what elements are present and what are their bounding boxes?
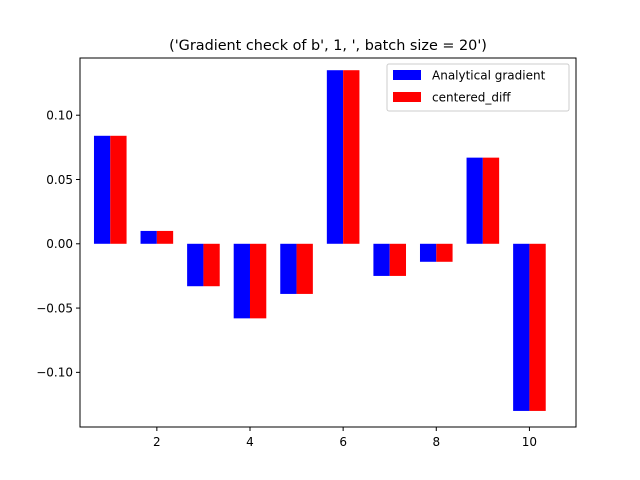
bar-centered-diff-4 xyxy=(249,243,267,319)
legend-swatch-centered-diff xyxy=(393,92,421,102)
y-tick-label: 0.05 xyxy=(46,173,73,187)
y-tick-label: 0.10 xyxy=(46,109,73,123)
y-tick-label: −0.10 xyxy=(36,366,73,380)
legend-box xyxy=(386,63,570,112)
bar-analytical-gradient-3 xyxy=(187,243,204,287)
bar-centered-diff-9 xyxy=(482,157,500,244)
bar-centered-diff-2 xyxy=(156,230,174,244)
legend: Analytical gradient centered_diff xyxy=(386,63,570,112)
bar-analytical-gradient-9 xyxy=(466,157,483,244)
bar-analytical-gradient-5 xyxy=(280,243,297,294)
bar-centered-diff-1 xyxy=(110,135,127,244)
x-tick-label: 2 xyxy=(153,435,161,449)
legend-label-analytical: Analytical gradient xyxy=(432,69,546,83)
bar-centered-diff-3 xyxy=(203,243,220,287)
bar-centered-diff-10 xyxy=(529,243,546,411)
x-tick-label: 6 xyxy=(339,435,347,449)
x-axis: 2 4 6 8 10 xyxy=(153,427,537,449)
bar-centered-diff-5 xyxy=(296,243,313,294)
bar-analytical-gradient-7 xyxy=(373,243,390,276)
bar-centered-diff-7 xyxy=(389,243,407,276)
legend-swatch-analytical xyxy=(393,70,421,80)
bar-analytical-gradient-2 xyxy=(140,230,157,244)
bar-analytical-gradient-10 xyxy=(513,243,530,411)
x-tick-label: 4 xyxy=(246,435,254,449)
bar-analytical-gradient-6 xyxy=(326,70,344,244)
bars-group xyxy=(93,70,546,411)
y-tick-label: 0.00 xyxy=(46,237,73,251)
x-tick-label: 10 xyxy=(522,435,537,449)
bar-centered-diff-8 xyxy=(436,243,453,262)
y-tick-label: −0.05 xyxy=(36,301,73,315)
chart-title: ('Gradient check of b', 1, ', batch size… xyxy=(169,38,487,54)
plot-frame xyxy=(79,57,577,428)
legend-label-centered-diff: centered_diff xyxy=(432,91,511,105)
bar-analytical-gradient-8 xyxy=(419,243,437,262)
bar-centered-diff-6 xyxy=(343,70,360,244)
bar-analytical-gradient-4 xyxy=(233,243,250,319)
x-tick-label: 8 xyxy=(432,435,440,449)
bar-analytical-gradient-1 xyxy=(93,135,111,244)
y-axis: −0.10 −0.05 0.00 0.05 0.10 xyxy=(36,109,80,380)
